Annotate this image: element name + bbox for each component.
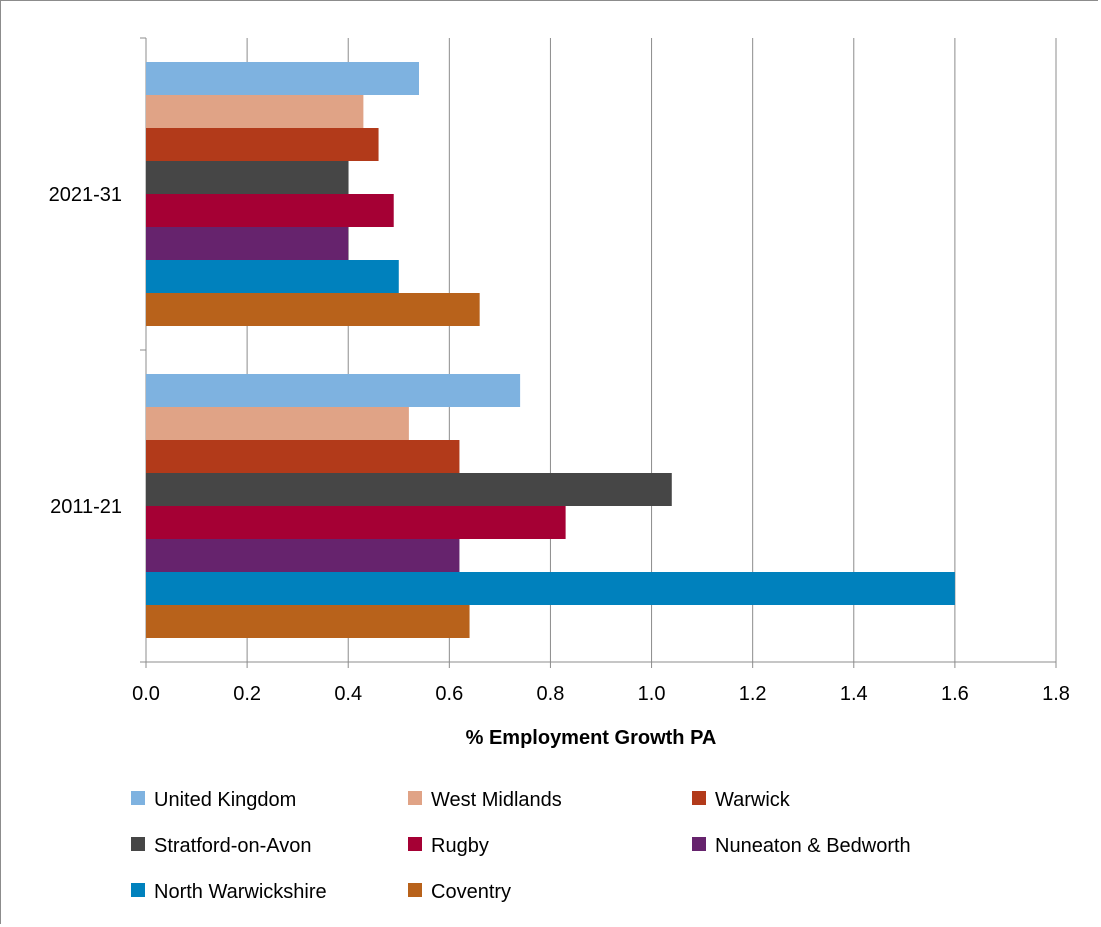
bar-warwick-2011-21 [146,440,460,473]
legend-swatch-west-midlands [408,791,422,805]
legend-swatch-united-kingdom [131,791,145,805]
legend-label-nuneaton-bedworth: Nuneaton & Bedworth [715,835,911,857]
bar-coventry-2021-31 [146,293,480,326]
legend-label-united-kingdom: United Kingdom [154,789,296,811]
category-label: 2011-21 [50,496,122,518]
legend-label-rugby: Rugby [431,835,489,857]
bar-nuneaton-bedworth-2021-31 [146,227,349,260]
bar-west-midlands-2021-31 [146,95,364,128]
x-tick-label: 0.4 [334,683,362,705]
bar-rugby-2011-21 [146,506,566,539]
x-tick-label: 1.0 [638,683,666,705]
x-tick-label: 0.6 [435,683,463,705]
bar-stratford-on-avon-2021-31 [146,161,349,194]
x-tick-label: 1.4 [840,683,868,705]
bar-north-warwickshire-2021-31 [146,260,399,293]
bar-north-warwickshire-2011-21 [146,572,955,605]
x-tick-label: 1.8 [1042,683,1070,705]
x-tick-label: 0.2 [233,683,261,705]
legend-swatch-north-warwickshire [131,883,145,897]
legend-swatch-nuneaton-bedworth [692,837,706,851]
bar-rugby-2021-31 [146,194,394,227]
legend-label-warwick: Warwick [715,789,791,811]
bar-united-kingdom-2021-31 [146,62,419,95]
x-tick-label: 1.6 [941,683,969,705]
bar-warwick-2021-31 [146,128,379,161]
legend-label-west-midlands: West Midlands [431,789,562,811]
bar-stratford-on-avon-2011-21 [146,473,672,506]
bar-united-kingdom-2011-21 [146,374,521,407]
legend-label-north-warwickshire: North Warwickshire [154,881,327,903]
legend-label-stratford-on-avon: Stratford-on-Avon [154,835,312,857]
x-tick-label: 0.8 [537,683,565,705]
bar-west-midlands-2011-21 [146,407,409,440]
category-label: 2021-31 [49,184,122,206]
x-tick-label: 0.0 [132,683,160,705]
bar-nuneaton-bedworth-2011-21 [146,539,460,572]
bar-coventry-2011-21 [146,605,470,638]
x-axis-title: % Employment Growth PA [466,727,717,749]
legend-swatch-stratford-on-avon [131,837,145,851]
legend-swatch-rugby [408,837,422,851]
legend-swatch-coventry [408,883,422,897]
legend-label-coventry: Coventry [431,881,511,903]
x-tick-label: 1.2 [739,683,767,705]
legend-swatch-warwick [692,791,706,805]
